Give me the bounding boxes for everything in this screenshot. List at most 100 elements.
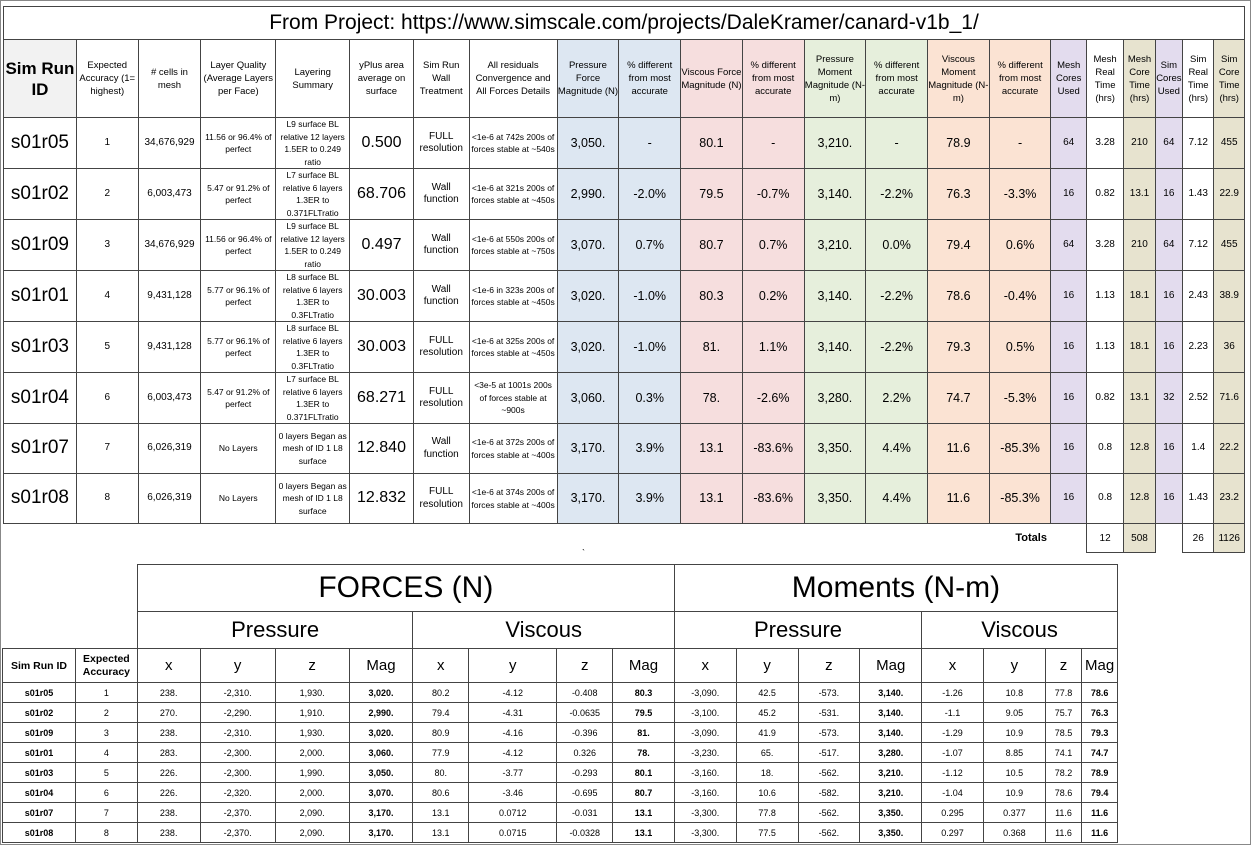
summary-cell: Wall function — [412, 219, 470, 271]
summary-cell: 11.6 — [927, 473, 990, 524]
summary-cell: <1e-6 in 323s 200s of forces stable at ~… — [468, 270, 558, 322]
summary-cell: 0.2% — [741, 270, 805, 322]
summary-cell: L9 surface BL relative 12 layers 1.5ER t… — [275, 219, 351, 271]
simulation-summary-table: From Project: https://www.simscale.com/p… — [3, 6, 1245, 553]
summary-cell: 2.23 — [1182, 321, 1215, 373]
summary-cell: 8 — [75, 473, 139, 524]
summary-cell: 68.271 — [349, 372, 414, 424]
summary-cell: 3,070. — [556, 219, 620, 271]
force-moment-cell: 3,140. — [859, 702, 923, 723]
force-moment-cell: -2,300. — [199, 742, 276, 763]
summary-cell: 3,140. — [803, 270, 867, 322]
summary-cell: 16 — [1154, 270, 1184, 322]
axis-header-cell: y — [468, 648, 558, 683]
summary-cell: 0.8 — [1085, 473, 1125, 524]
summary-cell: 6,003,473 — [137, 372, 202, 424]
summary-cell: - — [988, 117, 1052, 169]
force-moment-cell: -3,090. — [673, 722, 737, 743]
sim-run-id-header: Sim Run ID — [2, 648, 76, 683]
force-moment-cell: -1.04 — [921, 782, 984, 803]
summary-cell: 0 layers Began as mesh of ID 1 L8 surfac… — [275, 423, 351, 474]
summary-cell: -83.6% — [741, 473, 805, 524]
summary-cell: 0.497 — [349, 219, 414, 271]
summary-cell: 23.2 — [1213, 473, 1245, 524]
summary-cell: 11.6 — [927, 423, 990, 474]
summary-cell: 1.4 — [1182, 423, 1215, 474]
axis-header-row: Sim Run ID Expected Accuracy x y z Mag x y z Ma… — [2, 648, 1118, 683]
force-moment-cell: -2,320. — [199, 782, 276, 803]
summary-cell: 16 — [1154, 473, 1184, 524]
force-moment-cell: 13.1 — [412, 802, 470, 823]
summary-cell: No Layers — [200, 473, 277, 524]
summary-cell: 80.3 — [680, 270, 743, 322]
summary-cell: <3e-5 at 1001s 200s of forces stable at … — [468, 372, 558, 424]
summary-row: s01r04 6 6,003,473 5.47 or 91.2% of perfect… — [3, 372, 1245, 424]
summary-header-cell: Expected Accuracy (1= highest) — [75, 39, 139, 118]
summary-cell: 3,050. — [556, 117, 620, 169]
force-moment-cell: 77.5 — [735, 822, 799, 843]
force-moment-cell: 2 — [74, 702, 138, 723]
summary-cell: 0.82 — [1085, 372, 1125, 424]
force-moment-cell: 3,020. — [348, 722, 414, 743]
summary-cell: 11.56 or 96.4% of perfect — [200, 219, 277, 271]
force-moment-cell: -573. — [797, 722, 861, 743]
summary-cell: 80.7 — [680, 219, 743, 271]
totals-row: Totals 12 508 26 1126 — [4, 523, 1245, 553]
summary-cell: 3,170. — [556, 423, 620, 474]
force-moment-cell: -517. — [797, 742, 861, 763]
forces-moments-table: FORCES (N) Moments (N-m) Pressure Viscou… — [2, 564, 1119, 843]
force-moment-cell: 2,000. — [274, 782, 350, 803]
force-moment-cell: 0.368 — [982, 822, 1046, 843]
summary-header-cell: Sim Real Time (hrs) — [1182, 39, 1215, 118]
summary-cell: 6,003,473 — [137, 168, 202, 220]
sim-run-id: s01r03 — [2, 762, 76, 783]
force-moment-cell: 0.326 — [556, 742, 614, 763]
summary-header-cell: Layering Summary — [275, 39, 351, 118]
summary-cell: 0.7% — [741, 219, 805, 271]
summary-cell: 2,990. — [556, 168, 620, 220]
summary-cell: 3,140. — [803, 321, 867, 373]
summary-cell: 3,170. — [556, 473, 620, 524]
force-moment-cell: -3,100. — [673, 702, 737, 723]
summary-cell: 64 — [1050, 219, 1087, 271]
summary-cell: 3,060. — [556, 372, 620, 424]
force-moment-cell: 13.1 — [412, 822, 470, 843]
force-moment-cell: -2,370. — [199, 802, 276, 823]
force-moment-cell: 3,050. — [348, 762, 414, 783]
force-moment-cell: 10.8 — [982, 682, 1046, 703]
force-moment-cell: 3,140. — [859, 722, 923, 743]
force-moment-cell: 270. — [136, 702, 201, 723]
summary-header-cell: Mesh Real Time (hrs) — [1085, 39, 1125, 118]
force-moment-cell: -4.12 — [468, 682, 558, 703]
force-moment-cell: -1.29 — [921, 722, 984, 743]
summary-cell: 5.47 or 91.2% of perfect — [200, 372, 277, 424]
force-moment-cell: 78.6 — [1081, 682, 1118, 703]
summary-header-cell: Sim Run Wall Treatment — [412, 39, 470, 118]
force-moment-cell: 7 — [74, 802, 138, 823]
axis-header-cell: z — [797, 648, 861, 683]
summary-cell: <1e-6 at 372s 200s of forces stable at ~… — [468, 423, 558, 474]
summary-row: s01r03 5 9,431,128 5.77 or 96.1% of perfect… — [3, 321, 1245, 373]
summary-cell: -2.0% — [618, 168, 682, 220]
force-moment-cell: 238. — [136, 722, 201, 743]
summary-header-cell: Viscous Moment Magnitude (N-m) — [927, 39, 990, 118]
summary-cell: 16 — [1050, 372, 1087, 424]
force-moment-cell: 2,090. — [274, 822, 350, 843]
summary-cell: FULL resolution — [412, 321, 470, 373]
summary-cell: 34,676,929 — [137, 219, 202, 271]
summary-cell: -85.3% — [988, 423, 1052, 474]
force-moment-cell: 80.6 — [412, 782, 470, 803]
force-moment-row: s01r01 4 283. -2,300. 2,000. 3,060. 77.9 -4.12 0… — [2, 742, 1118, 763]
force-moment-cell: 4 — [74, 742, 138, 763]
sim-run-id: s01r04 — [3, 372, 77, 424]
total-sim-core-time: 1126 — [1213, 523, 1245, 553]
summary-cell: 78.9 — [927, 117, 990, 169]
force-moment-cell: 3,140. — [859, 682, 923, 703]
force-moment-cell: -2,370. — [199, 822, 276, 843]
summary-cell: 34,676,929 — [137, 117, 202, 169]
summary-cell: 1 — [75, 117, 139, 169]
summary-cell: 68.706 — [349, 168, 414, 220]
summary-cell: 18.1 — [1123, 321, 1156, 373]
moments-title: Moments (N-m) — [673, 564, 1119, 612]
force-moment-cell: -562. — [797, 802, 861, 823]
